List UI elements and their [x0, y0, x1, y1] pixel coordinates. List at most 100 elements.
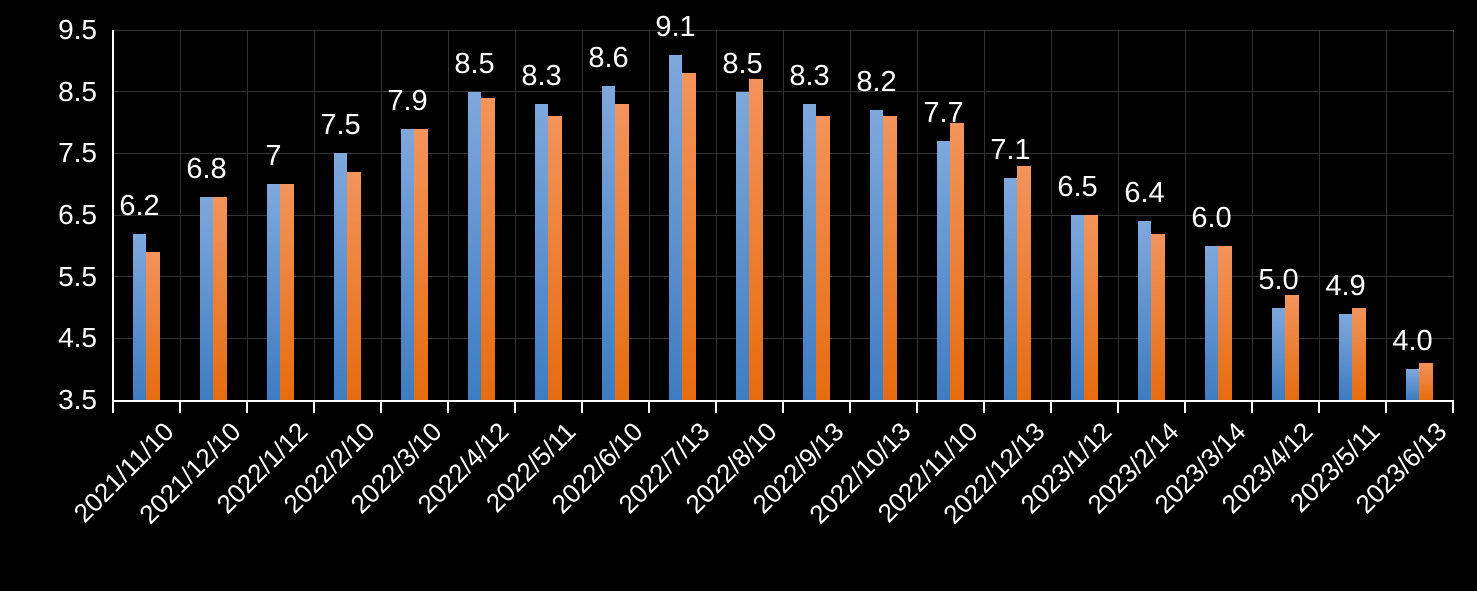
- bar-data-label: 5.0: [1258, 263, 1299, 296]
- bar-orange: [1218, 245, 1232, 400]
- y-axis-tick-label: 8.5: [58, 75, 97, 107]
- x-axis-tick: [313, 401, 315, 413]
- bar-data-label: 8.5: [722, 47, 763, 80]
- bar-blue: [669, 54, 682, 400]
- bar-data-label: 4.9: [1325, 269, 1366, 302]
- bar-orange: [280, 184, 294, 400]
- x-axis-tick: [916, 401, 918, 413]
- bar-orange: [816, 116, 830, 400]
- bar-orange: [481, 97, 495, 400]
- x-axis-tick: [112, 401, 114, 413]
- x-axis-tick: [1452, 401, 1454, 413]
- bar-blue: [870, 110, 883, 400]
- x-axis-tick: [1184, 401, 1186, 413]
- bar-data-label: 6.5: [1057, 171, 1098, 203]
- gridline-vertical: [179, 30, 181, 400]
- gridline-horizontal: [113, 276, 1453, 278]
- bar-blue: [401, 128, 414, 400]
- gridline-vertical: [983, 30, 985, 400]
- x-axis-tick: [849, 401, 851, 413]
- bar-orange: [883, 116, 897, 400]
- gridline-vertical: [849, 30, 851, 400]
- x-axis-tick: [179, 401, 181, 413]
- y-axis-tick-label: 9.5: [58, 14, 97, 45]
- bar-blue: [468, 91, 481, 400]
- y-axis-tick-label: 3.5: [58, 384, 97, 415]
- bar-blue: [937, 141, 950, 400]
- gridline-horizontal: [113, 214, 1453, 216]
- bar-orange: [146, 252, 160, 400]
- bar-orange: [950, 122, 964, 400]
- bar-blue: [1272, 307, 1285, 400]
- bar-data-label: 6.2: [119, 189, 160, 222]
- y-axis-line: [112, 30, 114, 402]
- bar-data-label: 6.8: [186, 152, 227, 185]
- y-axis-tick-label: 5.5: [58, 260, 97, 292]
- bar-orange: [1352, 307, 1366, 400]
- bar-orange: [1285, 295, 1299, 400]
- y-axis-tick-label: 4.5: [58, 322, 97, 354]
- bar-orange: [347, 171, 361, 400]
- gridline-vertical: [782, 30, 784, 400]
- gridline-horizontal: [113, 29, 1453, 31]
- bar-blue: [803, 104, 816, 400]
- bar-blue: [1138, 221, 1151, 400]
- bar-data-label: 6.4: [1124, 177, 1165, 210]
- x-axis-tick: [1050, 401, 1052, 413]
- gridline-vertical: [1117, 30, 1119, 400]
- bar-blue: [267, 184, 280, 400]
- gridline-vertical: [313, 30, 315, 400]
- bar-orange: [749, 79, 763, 400]
- bar-blue: [334, 153, 347, 400]
- gridline-horizontal: [113, 337, 1453, 339]
- bar-data-label: 7.9: [387, 84, 428, 117]
- x-axis-tick: [715, 401, 717, 413]
- gridline-vertical: [916, 30, 918, 400]
- bar-data-label: 8.6: [588, 41, 629, 74]
- y-axis-tick-label: 7.5: [58, 137, 97, 169]
- bar-data-label: 8.3: [521, 60, 562, 92]
- gridline-vertical: [246, 30, 248, 400]
- x-axis-tick: [514, 401, 516, 413]
- gridline-vertical: [648, 30, 650, 400]
- bar-orange: [615, 104, 629, 400]
- gridline-vertical: [1452, 30, 1454, 400]
- bar-data-label: 4.0: [1392, 325, 1433, 358]
- gridline-horizontal: [113, 152, 1453, 154]
- bar-blue: [133, 233, 146, 400]
- bar-orange: [1084, 215, 1098, 400]
- bar-data-label: 7: [265, 140, 282, 173]
- bar-data-label: 7.1: [990, 134, 1031, 166]
- bar-data-label: 7.5: [320, 109, 361, 142]
- bar-data-label: 8.3: [789, 60, 830, 92]
- bar-orange: [682, 73, 696, 400]
- bar-blue: [535, 104, 548, 400]
- x-axis-tick: [380, 401, 382, 413]
- x-axis-tick: [648, 401, 650, 413]
- gridline-vertical: [514, 30, 516, 400]
- x-axis-tick: [581, 401, 583, 413]
- bar-orange: [414, 128, 428, 400]
- bar-blue: [1205, 245, 1218, 400]
- gridline-vertical: [447, 30, 449, 400]
- bar-blue: [736, 91, 749, 400]
- bar-data-label: 6.0: [1191, 201, 1232, 234]
- x-axis-tick: [447, 401, 449, 413]
- x-axis-tick: [1117, 401, 1119, 413]
- x-axis-tick: [782, 401, 784, 413]
- gridline-vertical: [715, 30, 717, 400]
- bar-blue: [200, 196, 213, 400]
- gridline-vertical: [1318, 30, 1320, 400]
- bar-blue: [1004, 178, 1017, 400]
- bar-data-label: 7.7: [923, 97, 964, 129]
- x-axis-tick: [246, 401, 248, 413]
- bar-orange: [1017, 165, 1031, 400]
- bar-orange: [1419, 363, 1433, 400]
- gridline-vertical: [1184, 30, 1186, 400]
- gridline-vertical: [380, 30, 382, 400]
- gridline-horizontal: [113, 91, 1453, 93]
- gridline-vertical: [1251, 30, 1253, 400]
- bar-blue: [1406, 369, 1419, 400]
- bar-orange: [548, 116, 562, 400]
